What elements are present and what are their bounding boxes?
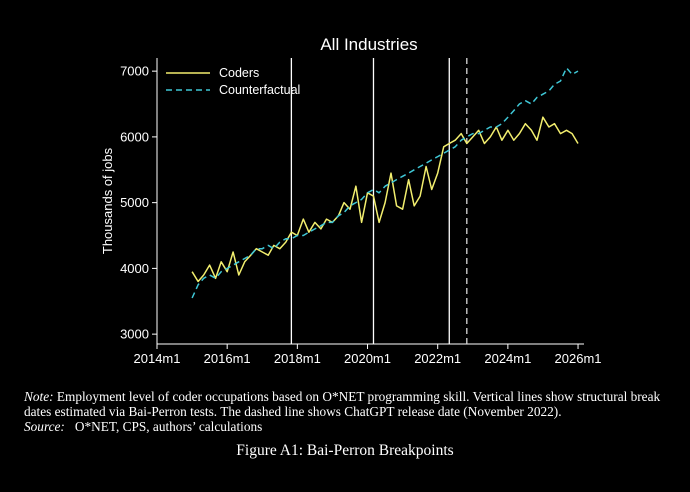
y-tick-label: 6000: [120, 129, 149, 144]
x-tick-label: 2014m1: [134, 351, 181, 366]
source-label: Source:: [24, 419, 65, 434]
x-tick-label: 2022m1: [414, 351, 461, 366]
chart-title: All Industries: [320, 35, 417, 54]
x-tick-label: 2020m1: [344, 351, 391, 366]
x-tick-label: 2026m1: [555, 351, 602, 366]
legend-label-coders: Coders: [219, 66, 259, 80]
source-text: O*NET, CPS, authors’ calculations: [74, 419, 263, 434]
y-tick-label: 3000: [120, 327, 149, 342]
figure-note: Note: Employment level of coder occupati…: [24, 389, 674, 434]
y-tick-label: 7000: [120, 64, 149, 79]
plot-area: 3000 4000 5000 6000 7000 2014m1 2016m1 2018m1 20…: [120, 58, 602, 366]
figure-caption: Figure A1: Bai-Perron Breakpoints: [236, 442, 454, 459]
legend: Coders Counterfactual: [166, 66, 300, 97]
series-line-coders: [191, 116, 579, 283]
x-tick-label: 2018m1: [274, 351, 321, 366]
y-tick-label: 4000: [120, 261, 149, 276]
y-tick-label: 5000: [120, 195, 149, 210]
x-tick-label: 2016m1: [204, 351, 251, 366]
x-tick-label: 2024m1: [484, 351, 531, 366]
note-label: Note:: [24, 389, 54, 404]
legend-label-counterfactual: Counterfactual: [219, 83, 300, 97]
series-line-counterfactual: [191, 67, 579, 299]
line-chart: All Industries 3000 4000 5000 6000 7000 2014m…: [100, 35, 602, 366]
note-text: Employment level of coder occupations ba…: [24, 389, 661, 419]
y-axis-label: Thousands of jobs: [100, 147, 115, 254]
